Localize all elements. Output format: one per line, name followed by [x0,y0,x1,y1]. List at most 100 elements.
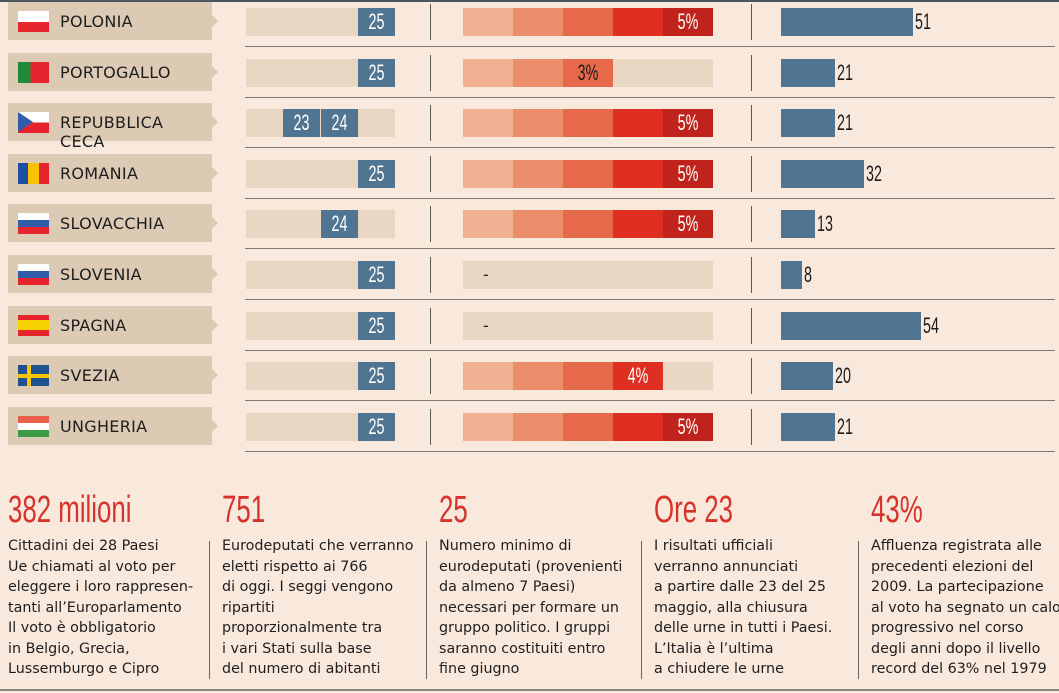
column-divider [751,408,752,445]
table-row: POLONIA 25 5% 51 [0,2,1059,42]
age-track: 25 [246,159,395,188]
threshold-track: 4% [463,362,713,391]
flag-stripe [18,220,49,228]
seats-bar [781,210,815,239]
column-divider [751,257,752,293]
country-label: PORTOGALLO [8,52,218,91]
flag-stripe [18,415,49,423]
age-value: 25 [368,160,385,186]
threshold-track: 5% [463,159,713,188]
threshold-segment [563,412,613,441]
country-label: SVEZIA [8,356,218,395]
age-value: 25 [368,59,385,85]
country-name: ROMANIA [60,163,139,183]
threshold-segment [463,412,513,441]
column-divider [430,257,431,293]
table-row: PORTOGALLO 25 3% 21 [0,52,1059,93]
stat-min-group: 25 Numero minimo di eurodeputati (proven… [439,488,644,680]
threshold-segment [663,8,713,36]
seats-value: 13 [816,211,833,237]
column-divider [430,155,431,192]
threshold-segment [513,159,563,188]
threshold-segment [613,8,663,36]
country-name: REPUBBLICA CECA [60,113,164,152]
age-track: 24 [246,210,395,239]
threshold-label: 3% [577,59,599,85]
column-divider [751,105,752,142]
column-divider [751,4,752,40]
threshold-segment [663,159,713,188]
threshold-segment [563,159,613,188]
threshold-track: 5% [463,8,713,36]
threshold-segment [563,109,613,138]
country-name: POLONIA [60,12,133,31]
threshold-segment [463,58,513,87]
bottom-rule [0,689,1059,691]
seats-value: 51 [915,9,931,34]
flag-stripe [18,422,49,430]
country-name: UNGHERIA [60,416,148,436]
age-box: 25 [357,261,395,289]
seats-bar [781,58,836,87]
stat-body: Eurodeputati che verranno eletti rispett… [222,538,414,677]
seats-value: 8 [803,262,812,287]
threshold-segment [613,109,663,138]
threshold-label: 5% [677,110,699,136]
threshold-segment [513,210,563,239]
threshold-segment [513,109,563,138]
threshold-segment [663,109,713,138]
column-divider [430,105,431,142]
flag-stripe [18,314,49,320]
threshold-segment [563,362,613,391]
threshold-segment [563,210,613,239]
threshold-segment [463,109,513,138]
threshold-segment [513,58,563,87]
age-box: 24 [320,109,358,138]
age-box: 25 [357,58,395,87]
age-value: 25 [368,363,385,389]
flag-icon [18,162,49,184]
age-value: 25 [368,413,385,439]
age-track: 25 [246,412,395,441]
age-track: 25 [246,311,395,340]
stat-body: Affluenza registrata alle precedenti ele… [871,538,1059,677]
flag-stripe [18,213,49,221]
row-separator [245,96,1055,98]
country-label: POLONIA [8,2,218,40]
flag-stripe [28,162,39,184]
stat-title: 25 [439,489,468,531]
country-name: SLOVACCHIA [60,214,165,234]
seats-bar [781,8,914,36]
column-divider [751,155,752,192]
stat-title: 382 milioni [8,489,132,531]
threshold-label: 4% [627,363,649,389]
threshold-segment [663,210,713,239]
threshold-segment [463,8,513,36]
flag-icon [18,365,49,387]
stat-turnout: 43% Affluenza registrata alle precedenti… [871,488,1059,680]
flag-triangle [18,112,33,133]
age-value: 25 [368,312,385,338]
age-track: 25 [246,362,395,391]
age-box: 25 [357,159,395,188]
row-separator [245,147,1055,149]
flag-icon [18,112,49,134]
stat-body: Numero minimo di eurodeputati (provenien… [439,538,623,677]
table-row: SVEZIA 25 4% 20 [0,356,1059,396]
divider [641,541,642,679]
threshold-track: 3% [463,58,713,87]
table-row: ROMANIA 25 5% 32 [0,153,1059,194]
age-value: 24 [331,110,347,136]
stat-title: 751 [222,489,266,531]
threshold-segment [613,159,663,188]
table-row: SLOVACCHIA 24 5% 13 [0,204,1059,244]
column-divider [430,307,431,344]
seats-value: 32 [865,160,882,186]
threshold-segment [513,8,563,36]
flag-stripe [18,278,49,285]
threshold-label: 5% [677,211,699,237]
threshold-segment [563,8,613,36]
row-separator [245,299,1055,300]
threshold-segment [463,210,513,239]
threshold-label: - [483,265,489,284]
